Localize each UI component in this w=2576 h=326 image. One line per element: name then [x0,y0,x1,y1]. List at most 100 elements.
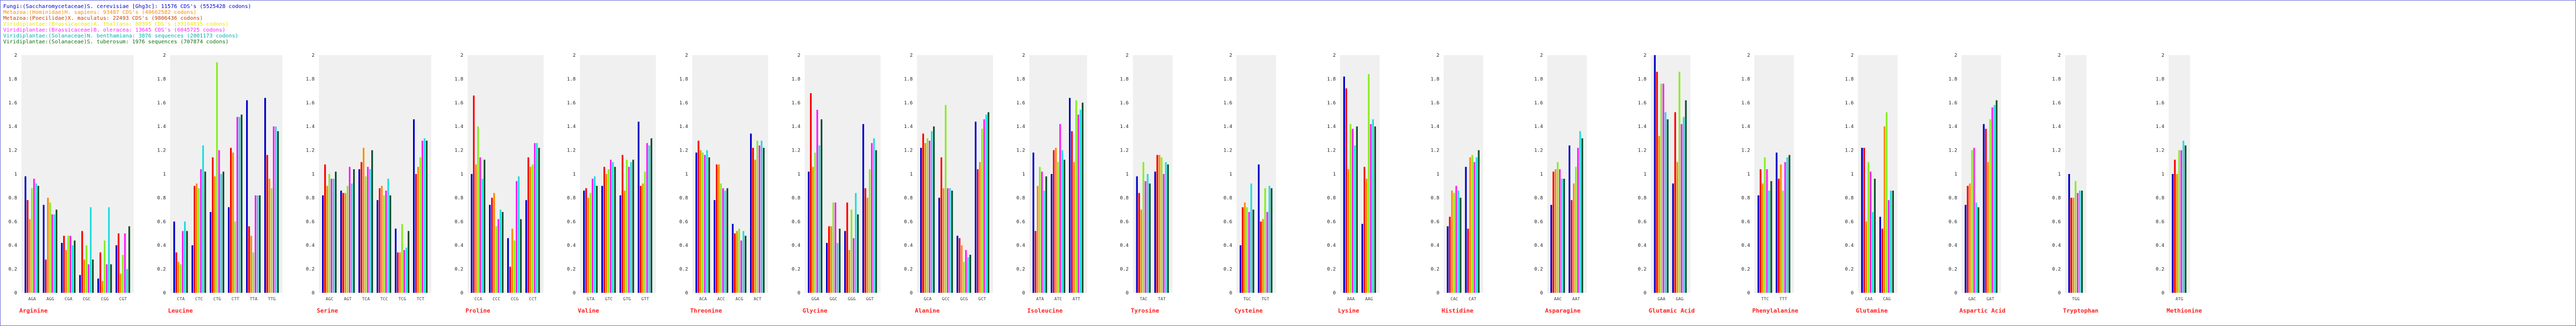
bar-phenylalanine-ttc-2 [1762,183,1764,293]
y-tick-label: 0.4 [157,243,166,248]
bar-threonine-acc-4 [722,188,724,293]
bar-serine-agc-2 [326,186,328,293]
codon-label: TTT [1779,297,1787,301]
bar-threonine-acg-0 [732,224,734,293]
bar-glutamic-acid-gag-2 [1676,162,1678,293]
codon-label: GTA [587,297,595,301]
bar-glutamine-cag-2 [1883,126,1885,293]
y-tick-label: 0.4 [2155,243,2164,248]
bar-threonine-acg-2 [736,231,738,293]
bar-asparagine-aac-4 [1559,169,1561,293]
bar-serine-agt-2 [345,193,347,293]
bar-arginine-cgt-2 [120,274,122,293]
bar-glycine-ggg-1 [846,202,849,293]
y-tick-label: 1.6 [2155,101,2164,106]
y-tick-label: 1 [1644,172,1646,177]
bar-serine-agc-1 [324,164,326,293]
codon-label: ACA [699,297,707,301]
y-tick-label: 0.8 [306,195,315,201]
bar-leucine-ctc-6 [204,171,207,293]
bar-alanine-gct-3 [981,128,983,293]
y-tick-label: 0.6 [1224,219,1232,225]
bar-leucine-ttg-6 [277,131,279,293]
bar-proline-ccc-2 [493,193,495,293]
y-tick-label: 1.6 [157,101,166,106]
bar-alanine-gca-1 [922,133,924,293]
amino-acid-label: Proline [465,307,491,314]
y-tick-label: 2 [2161,53,2164,58]
y-tick-label: 0.8 [2052,195,2061,201]
bar-valine-gtc-3 [608,169,610,293]
bar-glutamic-acid-gag-1 [1674,112,1676,293]
codon-label: TCG [399,297,407,301]
bar-leucine-cta-3 [180,264,182,293]
bar-phenylalanine-ttt-6 [1788,155,1791,293]
bar-phenylalanine-ttt-1 [1778,178,1780,293]
y-tick-label: 2 [461,53,463,58]
bar-glycine-ggc-0 [826,242,828,293]
y-tick-label: 0.8 [455,195,463,201]
y-tick-label: 1.4 [1327,124,1336,130]
bar-glutamic-acid-gag-4 [1680,124,1683,293]
codon-label: CGG [101,297,109,301]
bar-asparagine-aac-5 [1561,178,1563,293]
bar-cysteine-tgc-3 [1246,207,1248,293]
bar-serine-agt-4 [349,166,351,293]
bar-threonine-act-6 [763,148,765,293]
bar-valine-gtg-6 [632,160,635,293]
y-tick-label: 0 [312,291,315,296]
bar-glutamine-caa-5 [1871,212,1874,293]
y-tick-label: 0 [798,291,800,296]
bar-proline-ccc-4 [498,219,500,293]
y-tick-label: 0 [1747,291,1750,296]
bar-isoleucine-att-4 [1077,115,1080,293]
bar-alanine-gca-4 [929,140,931,293]
legend-entry-1: Metazoa:(Hominidae)H. sapiens: 93487 CDS… [3,10,197,16]
bar-serine-tcc-6 [389,195,392,293]
y-tick-label: 1.6 [1327,101,1336,106]
y-tick-label: 0.4 [2052,243,2061,248]
bar-valine-gtc-0 [601,186,603,293]
bar-histidine-cat-2 [1469,157,1471,293]
bar-threonine-act-5 [761,140,763,293]
bar-leucine-ttg-3 [271,188,273,293]
y-tick-label: 1.2 [1016,148,1025,154]
codon-label: AAA [1347,297,1355,301]
bar-alanine-gcg-1 [959,238,961,293]
bar-proline-cct-4 [534,143,536,293]
bar-isoleucine-atc-1 [1053,150,1055,293]
bar-leucine-cta-2 [178,262,180,293]
bar-glycine-ggg-6 [857,214,859,293]
y-tick-label: 0.6 [1638,219,1646,225]
bar-lysine-aaa-5 [1354,145,1356,293]
y-tick-label: 0.4 [904,243,913,248]
bar-glycine-ggc-3 [832,202,835,293]
y-tick-label: 0.2 [1948,267,1957,272]
y-tick-label: 0 [2058,291,2061,296]
bar-threonine-act-0 [750,133,752,293]
bar-isoleucine-att-2 [1073,162,1075,293]
y-tick-label: 0.4 [679,243,688,248]
bar-aspartic-acid-gac-2 [1969,183,1971,293]
y-tick-label: 1.6 [1016,101,1025,106]
y-tick-label: 2 [2058,53,2061,58]
bar-arginine-aga-0 [25,176,27,293]
bar-serine-tcc-2 [381,186,383,293]
y-tick-label: 1.2 [1120,148,1128,154]
y-tick-label: 0.2 [1638,267,1646,272]
y-tick-label: 0.2 [1120,267,1128,272]
bar-methionine-atg-0 [2172,174,2174,293]
codon-label: CCG [511,297,519,301]
bar-isoleucine-att-5 [1080,110,1082,293]
bar-tyrosine-tat-2 [1158,155,1160,293]
bar-aspartic-acid-gac-4 [1973,148,1975,293]
bar-threonine-acc-6 [727,188,729,293]
bar-alanine-gcg-2 [961,245,963,293]
bar-valine-gta-0 [583,191,585,293]
bar-arginine-cga-5 [72,245,74,293]
y-tick-label: 1 [1540,172,1543,177]
bar-leucine-tta-0 [246,100,248,293]
codon-label: CCT [529,297,537,301]
y-tick-label: 0 [910,291,913,296]
bar-arginine-cga-6 [74,240,76,293]
